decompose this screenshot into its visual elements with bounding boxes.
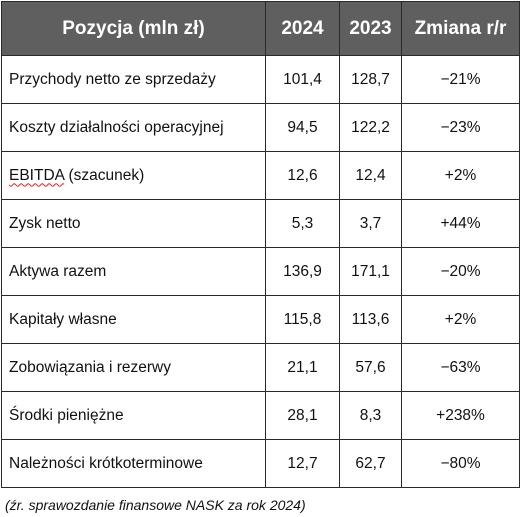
spellcheck-underlined-word: EBITDA <box>9 166 65 184</box>
row-label: EBITDA (szacunek) <box>1 151 266 200</box>
value-change: −23% <box>401 103 520 152</box>
value-2023: 3,7 <box>339 199 402 248</box>
table-row: Zobowiązania i rezerwy 21,1 57,6 −63% <box>1 343 520 392</box>
value-change: −80% <box>401 439 520 488</box>
value-2023: 8,3 <box>339 391 402 440</box>
table-row: Należności krótkoterminowe 12,7 62,7 −80… <box>1 439 520 488</box>
value-change: −21% <box>401 55 520 104</box>
value-change: +238% <box>401 391 520 440</box>
value-2023: 57,6 <box>339 343 402 392</box>
value-change: −63% <box>401 343 520 392</box>
header-change: Zmiana r/r <box>401 1 520 56</box>
value-2023: 122,2 <box>339 103 402 152</box>
row-label: Zobowiązania i rezerwy <box>1 343 266 392</box>
row-label: Aktywa razem <box>1 247 266 296</box>
table-header-row: Pozycja (mln zł) 2024 2023 Zmiana r/r <box>1 1 520 56</box>
table-row: EBITDA (szacunek) 12,6 12,4 +2% <box>1 151 520 200</box>
value-change: +44% <box>401 199 520 248</box>
value-2024: 101,4 <box>265 55 340 104</box>
value-2023: 12,4 <box>339 151 402 200</box>
value-change: +2% <box>401 151 520 200</box>
value-change: −20% <box>401 247 520 296</box>
table-row: Środki pieniężne 28,1 8,3 +238% <box>1 391 520 440</box>
value-2024: 136,9 <box>265 247 340 296</box>
value-2024: 21,1 <box>265 343 340 392</box>
table-row: Koszty działalności operacyjnej 94,5 122… <box>1 103 520 152</box>
financial-table-container: Pozycja (mln zł) 2024 2023 Zmiana r/r Pr… <box>1 1 520 488</box>
value-2023: 128,7 <box>339 55 402 104</box>
value-2024: 94,5 <box>265 103 340 152</box>
value-2024: 12,6 <box>265 151 340 200</box>
row-label-suffix: (szacunek) <box>64 166 145 184</box>
financial-table: Pozycja (mln zł) 2024 2023 Zmiana r/r Pr… <box>1 1 520 488</box>
row-label: Środki pieniężne <box>1 391 266 440</box>
value-2024: 28,1 <box>265 391 340 440</box>
table-row: Zysk netto 5,3 3,7 +44% <box>1 199 520 248</box>
source-note: (źr. sprawozdanie finansowe NASK za rok … <box>5 497 306 513</box>
header-2024: 2024 <box>265 1 340 56</box>
value-2023: 62,7 <box>339 439 402 488</box>
row-label: Zysk netto <box>1 199 266 248</box>
row-label: Należności krótkoterminowe <box>1 439 266 488</box>
value-change: +2% <box>401 295 520 344</box>
value-2024: 5,3 <box>265 199 340 248</box>
value-2023: 171,1 <box>339 247 402 296</box>
row-label: Przychody netto ze sprzedaży <box>1 55 266 104</box>
header-2023: 2023 <box>339 1 402 56</box>
value-2024: 12,7 <box>265 439 340 488</box>
table-row: Przychody netto ze sprzedaży 101,4 128,7… <box>1 55 520 104</box>
header-position: Pozycja (mln zł) <box>1 1 266 56</box>
value-2024: 115,8 <box>265 295 340 344</box>
row-label: Kapitały własne <box>1 295 266 344</box>
row-label: Koszty działalności operacyjnej <box>1 103 266 152</box>
table-row: Aktywa razem 136,9 171,1 −20% <box>1 247 520 296</box>
value-2023: 113,6 <box>339 295 402 344</box>
table-row: Kapitały własne 115,8 113,6 +2% <box>1 295 520 344</box>
